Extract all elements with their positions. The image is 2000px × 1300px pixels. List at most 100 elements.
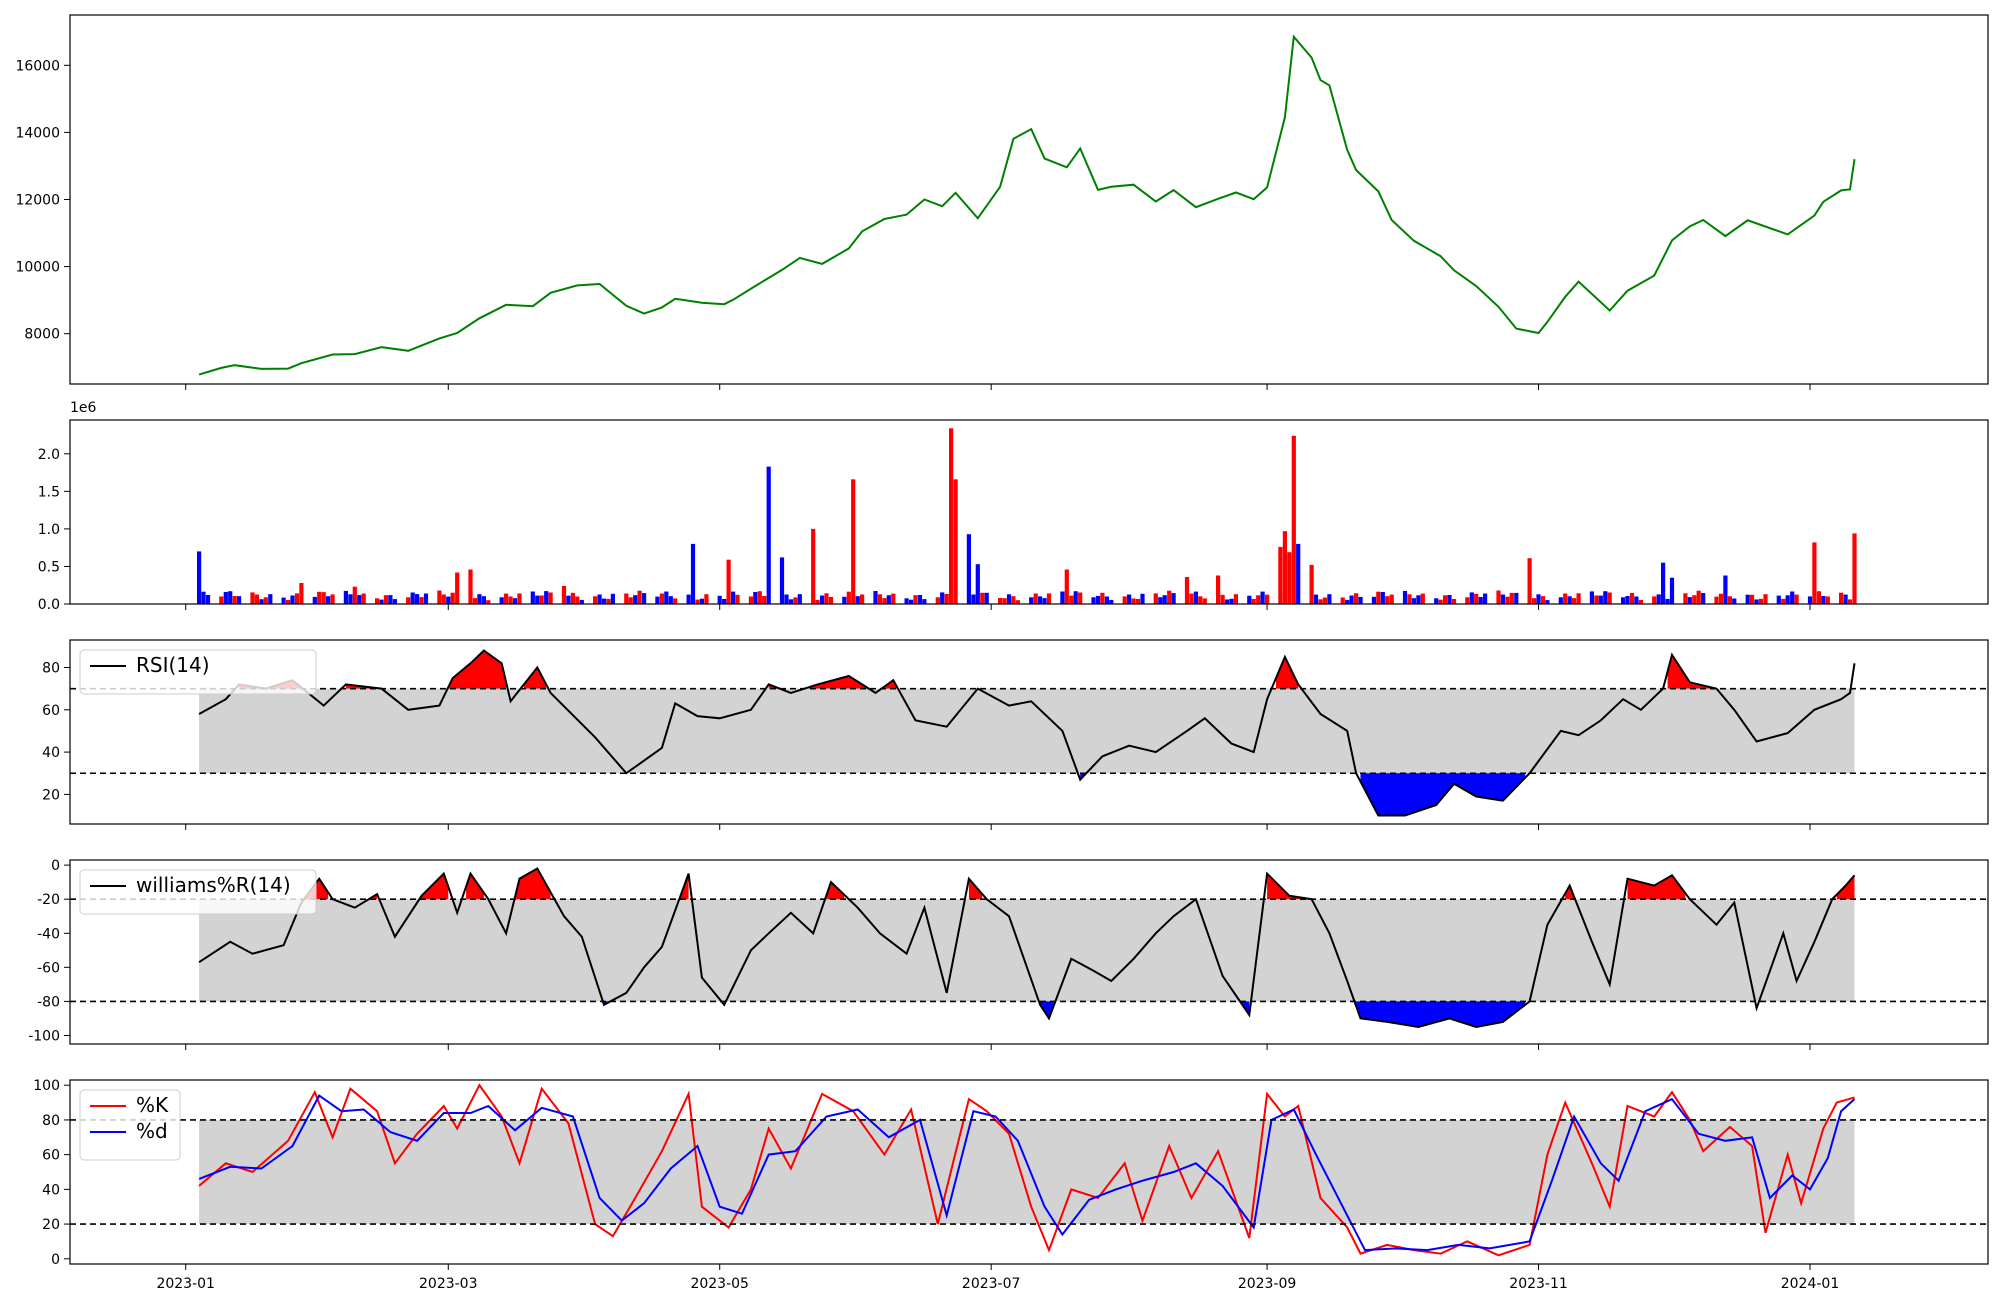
- volume-bar: [1816, 591, 1821, 604]
- volume-bar: [1696, 590, 1701, 604]
- volume-bar: [1327, 594, 1332, 604]
- volume-bar: [913, 595, 918, 604]
- volume-bar: [1638, 599, 1643, 604]
- volume-bar: [1198, 596, 1203, 604]
- volume-bar: [673, 598, 678, 604]
- x-tick-label: 2023-09: [1238, 1276, 1297, 1292]
- volume-bar: [1536, 594, 1541, 604]
- volume-bar: [1104, 596, 1109, 604]
- y-tick-label: 12000: [15, 193, 60, 209]
- volume-bar: [762, 596, 767, 604]
- x-tick-label: 2023-11: [1509, 1276, 1568, 1292]
- overbought-fill: [466, 873, 484, 900]
- volume-bar: [1607, 592, 1612, 604]
- volume-bar: [361, 593, 366, 604]
- volume-bar: [201, 591, 206, 604]
- volume-bar: [690, 543, 696, 604]
- volume-bar: [1451, 599, 1457, 604]
- volume-bar: [953, 479, 958, 604]
- volume-bar: [1665, 598, 1670, 604]
- legend-label: RSI(14): [136, 653, 210, 677]
- volume-bar: [1625, 596, 1630, 604]
- volume-bar: [317, 591, 322, 604]
- volume-bar: [575, 596, 580, 604]
- volume-bar: [1572, 598, 1577, 604]
- volume-bar: [1843, 594, 1848, 604]
- volume-bar: [1224, 599, 1230, 604]
- volume-bar: [281, 597, 286, 604]
- volume-bar: [1171, 593, 1176, 604]
- volume-bar: [1621, 597, 1626, 604]
- volume-bar: [1265, 594, 1270, 604]
- volume-bar: [686, 594, 691, 604]
- volume-bar: [1807, 596, 1813, 604]
- volume-bar: [757, 591, 762, 604]
- y-tick-label: -100: [28, 1028, 60, 1044]
- volume-bar: [512, 598, 518, 604]
- volume-bar: [1750, 594, 1755, 604]
- y-tick-label: 8000: [24, 327, 60, 343]
- volume-bar: [268, 594, 273, 604]
- volume-bar: [624, 593, 629, 604]
- volume-bar: [731, 591, 736, 604]
- volume-bar: [1153, 593, 1158, 604]
- volume-bar: [655, 596, 660, 604]
- volume-bar: [290, 595, 295, 604]
- volume-bar: [348, 594, 353, 604]
- volume-bar: [1701, 593, 1706, 604]
- volume-bar: [1661, 562, 1666, 604]
- volume-bar: [1380, 592, 1385, 604]
- volume-bar: [909, 599, 914, 604]
- y-tick-label: 0: [51, 858, 60, 874]
- y-tick-label: 40: [42, 745, 60, 761]
- y-tick-label: 80: [42, 660, 60, 676]
- volume-bar: [499, 597, 504, 604]
- volume-bar: [1091, 597, 1096, 604]
- volume-bar: [642, 593, 647, 604]
- volume-bar: [717, 595, 722, 604]
- volume-bar: [1652, 596, 1657, 604]
- volume-bar: [570, 592, 575, 604]
- y-tick-label: 60: [42, 703, 60, 719]
- volume-bar: [882, 598, 887, 604]
- plot-frame: [69, 14, 1989, 385]
- volume-bar: [450, 592, 455, 604]
- y-tick-label: 80: [42, 1113, 60, 1129]
- volume-bar: [1483, 593, 1488, 604]
- volume-bar: [1540, 596, 1546, 604]
- y-tick-label: 100: [33, 1078, 60, 1094]
- volume-bar: [1776, 595, 1781, 604]
- volume-bar: [1371, 596, 1376, 604]
- volume-bar: [1100, 592, 1105, 604]
- volume-bar: [1852, 533, 1857, 604]
- volume-bar: [593, 596, 598, 604]
- rsi-panel: 20 40 60 80 RSI(14): [42, 639, 1989, 830]
- indicator-line: [198, 649, 1856, 817]
- volume-bar: [321, 592, 326, 604]
- y-tick-label: 0: [51, 1252, 60, 1268]
- volume-bar: [1821, 596, 1826, 604]
- volume-bar: [980, 592, 985, 604]
- volume-bar: [1358, 596, 1363, 604]
- volume-bar: [904, 598, 909, 604]
- volume-bar: [544, 591, 549, 604]
- y-tick-label: 20: [42, 787, 60, 803]
- volume-scale-label: 1e6: [70, 400, 97, 416]
- volume-bar: [1558, 597, 1563, 604]
- volume-bar: [1313, 594, 1319, 604]
- volume-bar: [1127, 594, 1132, 604]
- volume-bar: [1589, 591, 1594, 604]
- overbought-fill: [1565, 885, 1575, 900]
- volume-bar: [312, 596, 317, 604]
- y-tick-label: 40: [42, 1182, 60, 1198]
- volume-bar: [477, 594, 482, 604]
- volume-bar: [1193, 591, 1198, 604]
- volume-bar: [793, 597, 798, 604]
- volume-bar: [1416, 595, 1421, 604]
- volume-bar: [917, 595, 923, 604]
- volume-bar: [299, 583, 304, 604]
- legend-box: [79, 1089, 181, 1161]
- y-tick-label: 60: [42, 1148, 60, 1164]
- volume-bar: [1389, 594, 1394, 604]
